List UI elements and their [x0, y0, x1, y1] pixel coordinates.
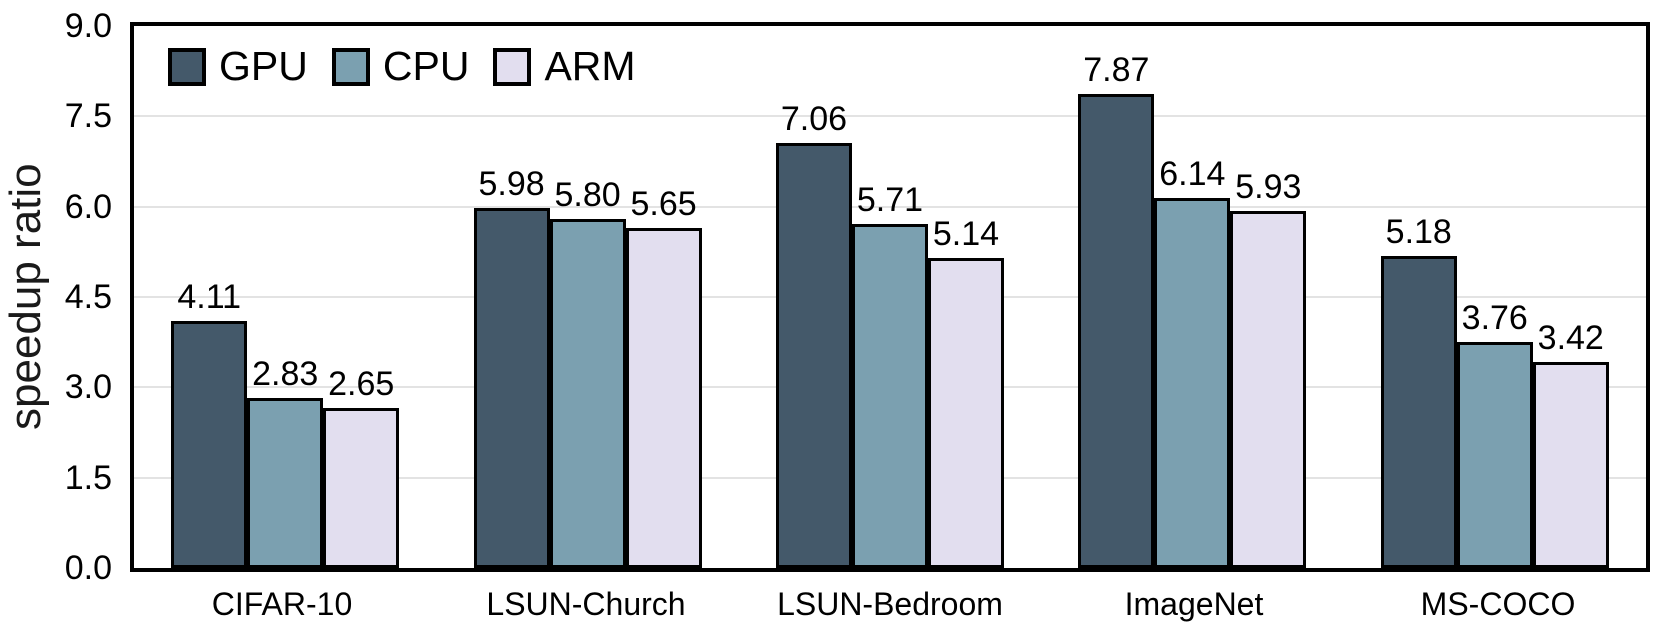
barwrap-gpu-imagenet: 7.87 — [1078, 53, 1155, 568]
value-label: 5.65 — [630, 184, 697, 223]
value-label: 4.11 — [177, 277, 242, 316]
legend-label: CPU — [382, 43, 470, 89]
x-axis-label: LSUN-Bedroom — [777, 586, 1003, 622]
y-tick-label: 9.0 — [64, 7, 112, 45]
barwrap-gpu-ms-coco: 5.18 — [1380, 215, 1457, 568]
barwrap-cpu-ms-coco: 3.76 — [1456, 301, 1533, 568]
bar-gpu-cifar-10 — [171, 320, 248, 568]
bar-cpu-lsun-bedroom — [851, 224, 928, 568]
value-label: 5.98 — [478, 164, 545, 203]
legend-item-cpu: CPU — [331, 43, 470, 89]
x-axis-label: CIFAR-10 — [211, 586, 353, 622]
barwrap-gpu-cifar-10: 4.11 — [171, 280, 248, 568]
y-tick-label: 3.0 — [64, 368, 112, 407]
barwrap-cpu-cifar-10: 2.83 — [247, 357, 324, 568]
barwrap-arm-imagenet: 5.93 — [1230, 170, 1307, 568]
bar-group-cifar-10: 4.11 2.83 2.65 — [171, 26, 400, 568]
bar-arm-imagenet — [1230, 210, 1307, 568]
bar-gpu-ms-coco — [1380, 256, 1457, 568]
x-axis-label: LSUN-Church — [486, 586, 686, 622]
barwrap-cpu-lsun-church: 5.80 — [549, 178, 626, 568]
value-label: 3.76 — [1461, 298, 1528, 337]
legend: GPU CPU ARM — [168, 43, 636, 89]
bar-arm-cifar-10 — [323, 408, 400, 568]
x-axis-label: ImageNet — [1124, 586, 1264, 622]
barwrap-cpu-lsun-bedroom: 5.71 — [851, 183, 928, 568]
y-tick-label: 6.0 — [64, 187, 112, 226]
y-tick-label: 7.5 — [64, 97, 112, 136]
value-label: 5.80 — [554, 175, 621, 214]
legend-swatch-icon — [168, 47, 206, 86]
value-label: 7.06 — [780, 99, 848, 138]
value-label: 2.83 — [252, 354, 319, 393]
bar-arm-lsun-bedroom — [927, 258, 1004, 568]
value-label: 7.87 — [1083, 51, 1150, 90]
bar-cpu-ms-coco — [1456, 341, 1533, 568]
legend-item-arm: ARM — [493, 43, 636, 89]
value-label: 6.14 — [1159, 155, 1226, 194]
gridline — [134, 205, 1646, 208]
legend-swatch-icon — [493, 47, 532, 86]
legend-label: ARM — [544, 43, 636, 89]
bar-group-imagenet: 7.87 6.14 5.93 — [1078, 26, 1307, 568]
value-label: 3.42 — [1537, 319, 1604, 358]
gridline — [134, 115, 1646, 118]
barwrap-arm-cifar-10: 2.65 — [323, 367, 400, 568]
bar-gpu-imagenet — [1078, 94, 1155, 568]
barwrap-arm-lsun-church: 5.65 — [625, 187, 702, 568]
y-axis-ticks: 0.0 1.5 3.0 4.5 6.0 7.5 9.0 — [0, 9, 112, 585]
x-axis-label: MS-COCO — [1420, 586, 1576, 622]
x-axis-labels: CIFAR-10 LSUN-Church LSUN-Bedroom ImageNet M… — [130, 586, 1650, 623]
value-label: 5.18 — [1385, 213, 1452, 252]
bar-cpu-cifar-10 — [247, 397, 324, 568]
value-label: 5.71 — [856, 181, 924, 220]
barwrap-arm-lsun-bedroom: 5.14 — [927, 217, 1004, 568]
value-label: 5.93 — [1235, 167, 1302, 206]
barwrap-arm-ms-coco: 3.42 — [1532, 321, 1609, 568]
barwrap-gpu-lsun-bedroom: 7.06 — [775, 102, 852, 568]
bar-gpu-lsun-church — [473, 207, 550, 568]
bar-groups: 4.11 2.83 2.65 5.98 5.80 5.65 7.06 5.71 5.14 7.87… — [134, 26, 1646, 568]
bar-group-lsun-church: 5.98 5.80 5.65 — [473, 26, 702, 568]
y-tick-label: 4.5 — [64, 278, 112, 316]
legend-swatch-icon — [331, 47, 370, 86]
legend-label: GPU — [219, 43, 308, 89]
value-label: 2.65 — [328, 365, 395, 404]
bar-arm-ms-coco — [1532, 362, 1609, 568]
y-tick-label: 1.5 — [64, 458, 112, 497]
bar-gpu-lsun-bedroom — [775, 142, 852, 568]
barwrap-gpu-lsun-church: 5.98 — [473, 167, 550, 568]
barwrap-cpu-imagenet: 6.14 — [1154, 157, 1231, 568]
y-tick-label: 0.0 — [64, 549, 112, 587]
legend-item-gpu: GPU — [168, 43, 308, 89]
bar-group-lsun-bedroom: 7.06 5.71 5.14 — [775, 26, 1004, 568]
plot-area: 4.11 2.83 2.65 5.98 5.80 5.65 7.06 5.71 5.14 7.87… — [130, 22, 1650, 572]
bar-group-ms-coco: 5.18 3.76 3.42 — [1380, 26, 1609, 568]
bar-arm-lsun-church — [625, 227, 702, 568]
value-label: 5.14 — [932, 215, 1000, 254]
bar-cpu-imagenet — [1154, 198, 1231, 568]
bar-cpu-lsun-church — [549, 218, 626, 568]
